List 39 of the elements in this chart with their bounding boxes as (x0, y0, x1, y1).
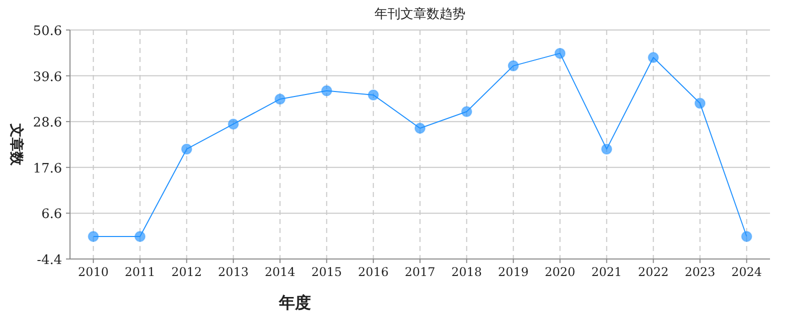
point (694, 98, 706, 109)
y-axis-title: 文章数 (8, 122, 25, 166)
x-tick-label: 2018 (451, 265, 482, 279)
x-tick-label: 2019 (498, 265, 529, 279)
point (414, 122, 426, 134)
x-tick-label: 2024 (731, 265, 762, 279)
y-tick-label: 50.6 (33, 24, 62, 39)
point (228, 118, 239, 130)
point (274, 94, 286, 105)
x-tick-label: 2010 (78, 265, 109, 279)
x-tick-label: 2020 (544, 265, 576, 279)
x-tick-label: 2016 (358, 265, 389, 279)
y-tick-label: 17.6 (33, 161, 62, 176)
point (134, 231, 146, 242)
chart-title: 年刊文章数趋势 (374, 7, 466, 22)
x-tick-label: 2013 (218, 265, 249, 279)
point (601, 144, 612, 155)
x-tick-label: 2014 (264, 265, 296, 279)
point (321, 85, 332, 96)
point (554, 48, 566, 59)
point (508, 60, 519, 72)
x-tick-label: 2012 (171, 265, 202, 279)
point (648, 52, 659, 63)
y-tick-label: 28.6 (33, 116, 62, 131)
y-tick-label: 6.6 (41, 207, 62, 222)
x-tick-label: 2015 (311, 265, 342, 279)
point (181, 144, 192, 155)
point (461, 106, 472, 118)
point (741, 231, 752, 242)
x-tick-label: 2021 (591, 265, 622, 279)
x-tick-label: 2022 (638, 265, 669, 279)
y-tick-label: -4.4 (36, 253, 62, 268)
y-tick-label: 39.6 (33, 70, 62, 85)
x-axis-title: 年度 (278, 293, 311, 312)
x-tick-label: 2017 (404, 265, 436, 279)
point (88, 231, 99, 242)
x-tick-label: 2023 (684, 265, 716, 279)
point (368, 89, 379, 100)
x-tick-label: 2011 (124, 265, 156, 279)
